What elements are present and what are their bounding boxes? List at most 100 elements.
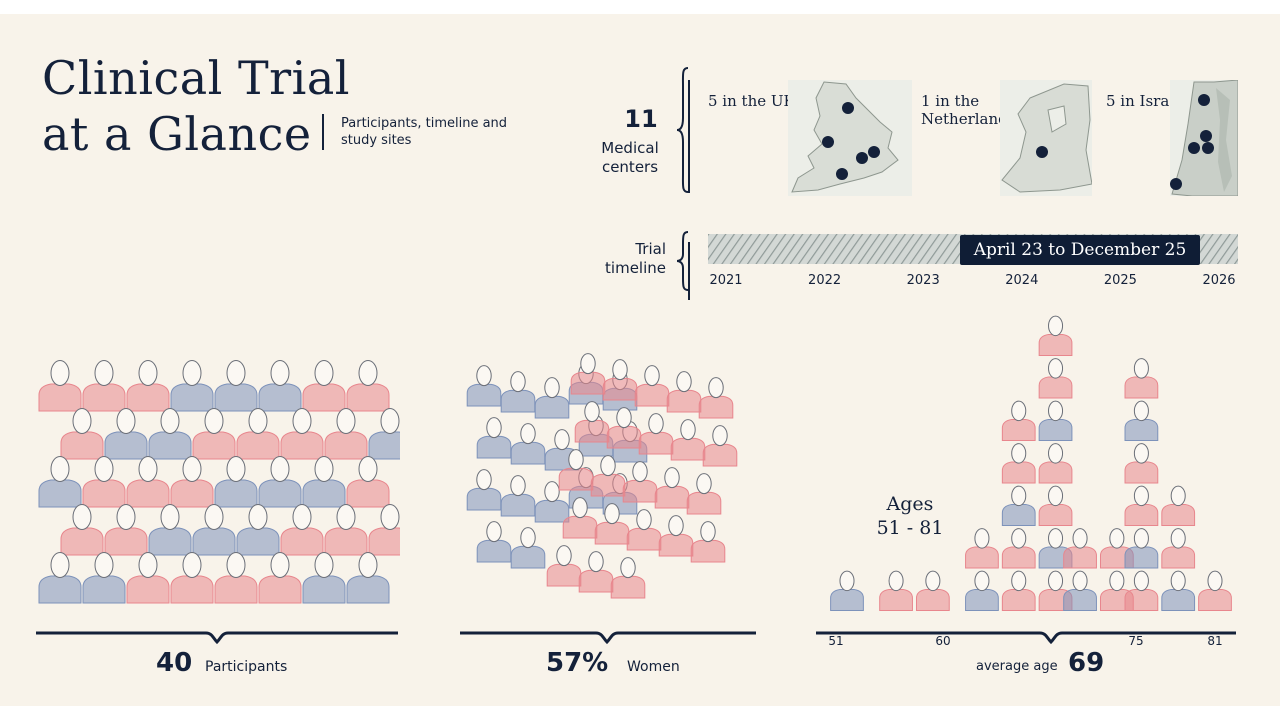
site-dot (1198, 94, 1210, 106)
woman-figure (686, 473, 722, 515)
timeline-year-2022: 2022 (808, 273, 842, 288)
ages-label-line1: Ages (886, 493, 934, 515)
centers-label: Medical centers (601, 139, 659, 176)
woman-figure (626, 509, 662, 551)
women-percent: 57% (546, 648, 609, 678)
age-figure-51 (830, 570, 864, 611)
participant-figure (302, 456, 346, 508)
age-figure-58 (915, 570, 950, 611)
woman-figure (698, 377, 734, 419)
timeline-year-2025: 2025 (1103, 273, 1137, 288)
ages-label-line2: 51 - 81 (876, 517, 944, 539)
participants-brace (36, 631, 398, 645)
site-dot (1202, 142, 1214, 154)
timeline-rule (688, 242, 690, 300)
title-line-1: Clinical Trial (42, 51, 350, 105)
participant-figure (280, 504, 324, 556)
participant-figure (214, 456, 258, 508)
netherlands-map (1000, 80, 1092, 196)
participant-figure (148, 504, 192, 556)
woman-figure (702, 425, 738, 467)
participant-figure (192, 408, 236, 460)
participant-figure (302, 552, 346, 604)
participant-figure (236, 504, 280, 556)
woman-figure (570, 353, 606, 395)
subtitle-divider (322, 114, 324, 150)
age-figure-62 (965, 528, 999, 569)
woman-figure (546, 545, 582, 587)
subtitle: Participants, timeline and study sites (341, 116, 508, 148)
average-age-value: 69 (1068, 648, 1105, 678)
participant-figure (346, 456, 390, 508)
age-tick-75: 75 (1128, 634, 1144, 648)
age-figure-68 (1038, 400, 1073, 441)
participant-figure (258, 456, 302, 508)
age-figure-78 (1161, 570, 1196, 611)
site-dot (1036, 146, 1048, 158)
participant-figure (280, 408, 324, 460)
woman-figure (610, 557, 646, 599)
woman-figure (622, 461, 658, 503)
age-tick-51: 51 (828, 634, 844, 648)
participant-figure (170, 552, 214, 604)
centers-rule (688, 80, 690, 193)
participant-figure (126, 552, 170, 604)
age-figure-81 (1198, 570, 1232, 611)
site-dot (1188, 142, 1200, 154)
age-figure-78 (1161, 485, 1196, 526)
woman-figure (634, 365, 670, 407)
participant-figure (346, 360, 390, 412)
average-age-label: average age (976, 659, 1058, 674)
uk-map (788, 80, 912, 196)
participant-figure (60, 408, 104, 460)
age-figure-65 (1001, 570, 1036, 611)
age-figure-75 (1124, 528, 1159, 569)
title-line-2: at a Glance (42, 107, 312, 161)
participant-figure (104, 408, 148, 460)
women-brace (460, 631, 756, 645)
age-figure-68 (1038, 443, 1073, 484)
participant-figure (82, 360, 126, 412)
timeline-year-2021: 2021 (709, 273, 743, 288)
age-tick-81: 81 (1207, 634, 1223, 648)
woman-figure (590, 455, 626, 497)
gender-pictogram (466, 353, 738, 599)
participant-figure (324, 504, 368, 556)
woman-figure (606, 407, 642, 449)
age-figure-75 (1124, 485, 1159, 526)
age-figure-68 (1038, 315, 1073, 356)
woman-figure (638, 413, 674, 455)
participant-figure (324, 408, 368, 460)
age-figure-55 (879, 570, 913, 611)
participant-figure (82, 552, 126, 604)
site-dot (836, 168, 848, 180)
age-figure-65 (1001, 443, 1036, 484)
woman-figure (670, 419, 706, 461)
age-figure-78 (1161, 528, 1196, 569)
centers-count: 11 (624, 105, 658, 133)
age-figure-75 (1124, 400, 1159, 441)
age-axis (816, 631, 1236, 645)
site-dot (842, 102, 854, 114)
participant-figure (104, 504, 148, 556)
timeline-label: Trial timeline (605, 240, 666, 277)
age-figure-75 (1124, 570, 1159, 611)
age-histogram (830, 315, 1232, 611)
woman-figure (654, 467, 690, 509)
man-figure (476, 417, 512, 459)
women-label: Women (627, 659, 680, 675)
participant-figure (258, 552, 302, 604)
participant-figure (148, 408, 192, 460)
participant-figure (38, 456, 82, 508)
participant-figure (82, 456, 126, 508)
timeline-brace (676, 231, 689, 291)
age-figure-62 (965, 570, 999, 611)
participant-figure (38, 552, 82, 604)
timeline-year-2026: 2026 (1202, 273, 1236, 288)
man-figure (534, 481, 570, 523)
woman-figure (690, 521, 726, 563)
woman-figure (558, 449, 594, 491)
infographic: Clinical Trial at a Glance Participants,… (0, 14, 1280, 706)
timeline-range-band: April 23 to December 25 (960, 235, 1200, 265)
age-figure-65 (1001, 400, 1036, 441)
